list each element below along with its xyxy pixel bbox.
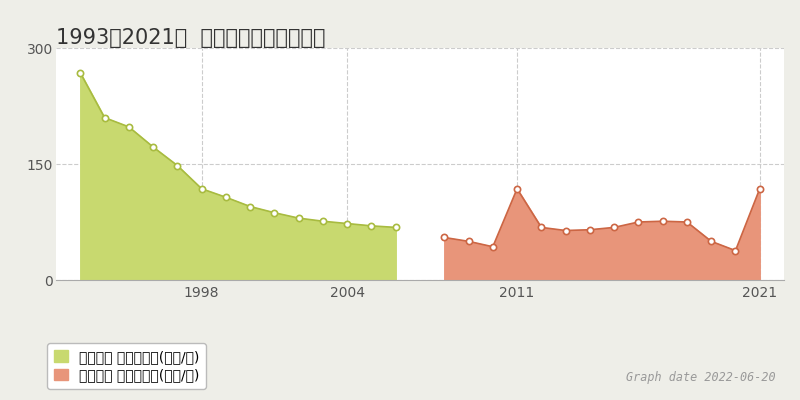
Text: 1993〡2021年  松戸市根本の地価推移: 1993〡2021年 松戸市根本の地価推移 <box>56 28 326 48</box>
Legend: 地価公示 平均坊単価(万円/坊), 取引価格 平均坊単価(万円/坊): 地価公示 平均坊単価(万円/坊), 取引価格 平均坊単価(万円/坊) <box>47 343 206 389</box>
Text: Graph date 2022-06-20: Graph date 2022-06-20 <box>626 371 776 384</box>
